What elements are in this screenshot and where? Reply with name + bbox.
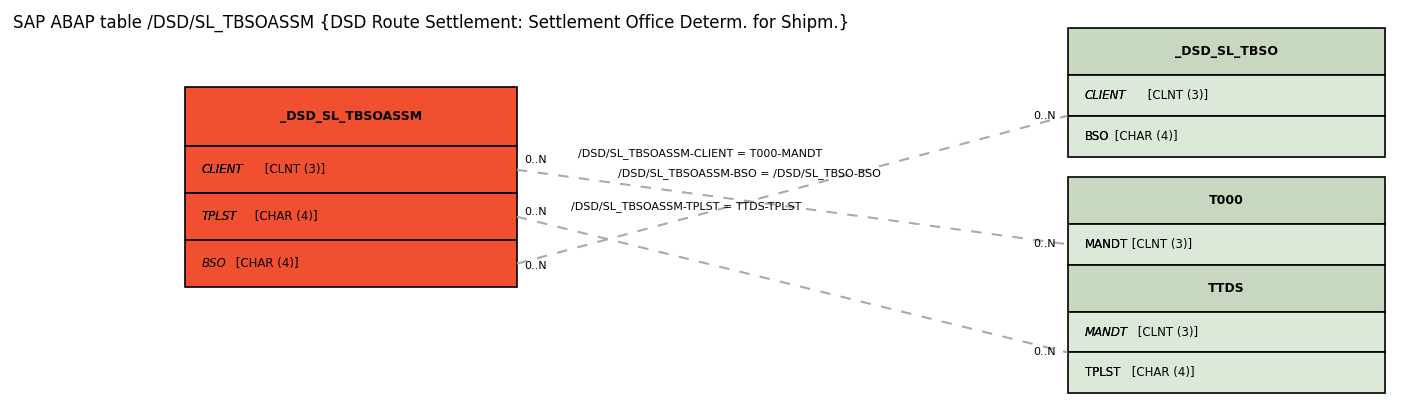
Text: TPLST: TPLST <box>1084 366 1119 379</box>
FancyBboxPatch shape <box>1067 115 1385 157</box>
Text: 0..N: 0..N <box>524 207 546 217</box>
Text: MANDT: MANDT <box>1084 326 1128 339</box>
Text: CLIENT: CLIENT <box>202 163 243 176</box>
FancyBboxPatch shape <box>185 193 516 240</box>
FancyBboxPatch shape <box>1067 353 1385 393</box>
FancyBboxPatch shape <box>1067 224 1385 265</box>
Text: SAP ABAP table /DSD/SL_TBSOASSM {DSD Route Settlement: Settlement Office Determ.: SAP ABAP table /DSD/SL_TBSOASSM {DSD Rou… <box>13 14 849 32</box>
Text: 0..N: 0..N <box>1034 111 1057 121</box>
Text: MANDT: MANDT <box>1084 326 1128 339</box>
Text: [CHAR (4)]: [CHAR (4)] <box>1128 366 1194 379</box>
FancyBboxPatch shape <box>185 146 516 193</box>
Text: BSO: BSO <box>1084 129 1109 143</box>
Text: /DSD/SL_TBSOASSM-BSO = /DSD/SL_TBSO-BSO: /DSD/SL_TBSOASSM-BSO = /DSD/SL_TBSO-BSO <box>618 168 882 179</box>
FancyBboxPatch shape <box>185 240 516 287</box>
Text: TTDS: TTDS <box>1208 282 1245 295</box>
FancyBboxPatch shape <box>1067 28 1385 75</box>
Text: /DSD/SL_TBSOASSM-TPLST = TTDS-TPLST: /DSD/SL_TBSOASSM-TPLST = TTDS-TPLST <box>572 201 801 212</box>
Text: [CLNT (3)]: [CLNT (3)] <box>1143 89 1208 102</box>
Text: TPLST: TPLST <box>202 210 238 223</box>
Text: CLIENT: CLIENT <box>1084 89 1126 102</box>
Text: TPLST: TPLST <box>202 210 238 223</box>
Text: BSO: BSO <box>202 257 226 270</box>
FancyBboxPatch shape <box>1067 75 1385 115</box>
Text: [CLNT (3)]: [CLNT (3)] <box>1133 326 1199 339</box>
Text: 0..N: 0..N <box>1034 347 1057 358</box>
Text: CLIENT: CLIENT <box>1084 89 1126 102</box>
FancyBboxPatch shape <box>1067 312 1385 353</box>
Text: MANDT: MANDT <box>1084 238 1128 251</box>
FancyBboxPatch shape <box>185 87 516 146</box>
Text: _DSD_SL_TBSOASSM: _DSD_SL_TBSOASSM <box>280 110 422 123</box>
Text: MANDT: MANDT <box>1084 238 1128 251</box>
Text: [CLNT (3)]: [CLNT (3)] <box>262 163 325 176</box>
Text: /DSD/SL_TBSOASSM-CLIENT = T000-MANDT: /DSD/SL_TBSOASSM-CLIENT = T000-MANDT <box>579 148 822 159</box>
Text: TPLST: TPLST <box>1084 366 1119 379</box>
Text: [CLNT (3)]: [CLNT (3)] <box>1128 238 1193 251</box>
Text: _DSD_SL_TBSO: _DSD_SL_TBSO <box>1174 45 1278 58</box>
Text: BSO: BSO <box>1084 129 1109 143</box>
Text: 0..N: 0..N <box>524 155 546 164</box>
Text: CLIENT: CLIENT <box>202 163 243 176</box>
FancyBboxPatch shape <box>1067 177 1385 224</box>
Text: [CHAR (4)]: [CHAR (4)] <box>1111 129 1177 143</box>
Text: 0..N: 0..N <box>524 261 546 271</box>
Text: [CHAR (4)]: [CHAR (4)] <box>252 210 318 223</box>
FancyBboxPatch shape <box>1067 265 1385 312</box>
Text: T000: T000 <box>1208 194 1244 207</box>
Text: 0..N: 0..N <box>1034 239 1057 249</box>
Text: [CHAR (4)]: [CHAR (4)] <box>232 257 299 270</box>
